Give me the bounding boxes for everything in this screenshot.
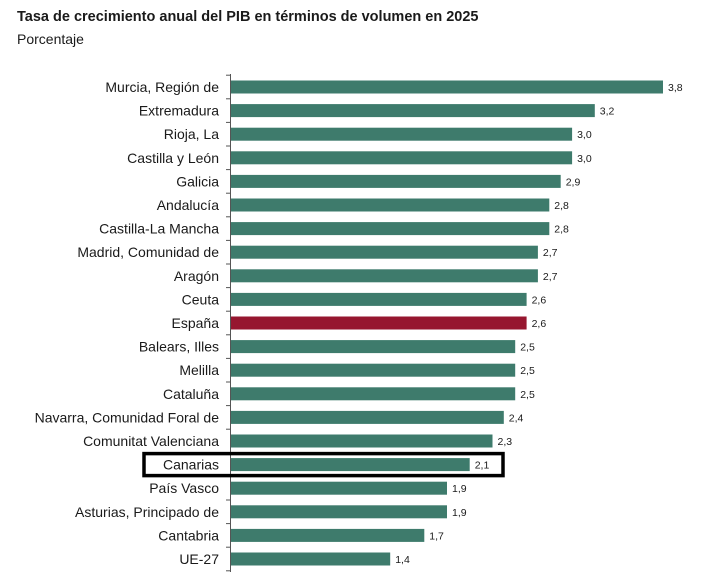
category-label-pais-vasco: País Vasco bbox=[149, 480, 219, 496]
bar-cataluna bbox=[231, 387, 516, 401]
highlight-outline-box bbox=[142, 451, 505, 478]
value-label-balears-illes: 2,5 bbox=[520, 342, 535, 354]
category-label-castilla-y-leon: Castilla y León bbox=[127, 150, 219, 166]
value-label-cataluna: 2,5 bbox=[520, 389, 535, 401]
chart-subtitle: Porcentaje bbox=[17, 31, 84, 47]
category-label-asturias-principado-de: Asturias, Principado de bbox=[75, 504, 219, 520]
value-label-canarias: 2,1 bbox=[475, 460, 490, 472]
bar-andalucia bbox=[231, 198, 550, 212]
category-label-cantabria: Cantabria bbox=[158, 527, 219, 543]
category-label-comunitat-valenciana: Comunitat Valenciana bbox=[83, 433, 219, 449]
category-label-balears-illes: Balears, Illes bbox=[139, 339, 219, 355]
bar-navarra-comunidad-foral-de bbox=[231, 410, 504, 424]
value-label-andalucia: 2,8 bbox=[554, 200, 569, 212]
bar-aragon bbox=[231, 269, 538, 283]
value-label-murcia-region-de: 3,8 bbox=[668, 82, 683, 94]
value-label-navarra-comunidad-foral-de: 2,4 bbox=[509, 412, 524, 424]
bar-murcia-region-de bbox=[231, 80, 663, 94]
value-label-madrid-comunidad-de: 2,7 bbox=[543, 247, 558, 259]
value-label-comunitat-valenciana: 2,3 bbox=[498, 436, 513, 448]
bar-pais-vasco bbox=[231, 481, 447, 495]
bar-extremadura bbox=[231, 104, 595, 118]
category-label-aragon: Aragón bbox=[174, 268, 219, 284]
value-label-ceuta: 2,6 bbox=[532, 294, 547, 306]
bar-galicia bbox=[231, 174, 561, 188]
labels-layer: 3,8 Murcia, Región de 3,2 Extremadura 3,0 Rio… bbox=[35, 79, 683, 567]
category-label-galicia: Galicia bbox=[176, 173, 219, 189]
category-label-cataluna: Cataluña bbox=[163, 386, 219, 402]
bar-comunitat-valenciana bbox=[231, 434, 493, 448]
value-label-galicia: 2,9 bbox=[566, 176, 581, 188]
category-label-murcia-region-de: Murcia, Región de bbox=[105, 79, 219, 95]
category-label-rioja-la: Rioja, La bbox=[164, 126, 219, 142]
value-label-castilla-y-leon: 3,0 bbox=[577, 153, 592, 165]
bar-espana bbox=[231, 316, 527, 330]
category-label-extremadura: Extremadura bbox=[139, 103, 219, 119]
value-label-castilla-la-mancha: 2,8 bbox=[554, 224, 569, 236]
category-label-castilla-la-mancha: Castilla-La Mancha bbox=[99, 221, 219, 237]
bar-balears-illes bbox=[231, 340, 516, 354]
value-label-pais-vasco: 1,9 bbox=[452, 483, 467, 495]
value-label-melilla: 2,5 bbox=[520, 365, 535, 377]
bar-rioja-la bbox=[231, 127, 573, 141]
category-label-madrid-comunidad-de: Madrid, Comunidad de bbox=[77, 244, 219, 260]
bar-canarias bbox=[231, 458, 470, 472]
category-label-ue-27: UE-27 bbox=[179, 551, 219, 567]
category-label-espana: España bbox=[172, 315, 220, 331]
category-label-ceuta: Ceuta bbox=[182, 291, 220, 307]
bars-layer bbox=[231, 80, 663, 566]
value-label-aragon: 2,7 bbox=[543, 271, 558, 283]
value-label-extremadura: 3,2 bbox=[600, 106, 615, 118]
category-label-canarias: Canarias bbox=[163, 457, 219, 473]
bar-castilla-la-mancha bbox=[231, 222, 550, 236]
category-label-navarra-comunidad-foral-de: Navarra, Comunidad Foral de bbox=[35, 409, 220, 425]
value-label-espana: 2,6 bbox=[532, 318, 547, 330]
value-label-cantabria: 1,7 bbox=[429, 530, 444, 542]
category-label-andalucia: Andalucía bbox=[157, 197, 219, 213]
bar-castilla-y-leon bbox=[231, 151, 573, 165]
bar-madrid-comunidad-de bbox=[231, 245, 538, 259]
bar-cantabria bbox=[231, 528, 425, 542]
bar-ceuta bbox=[231, 292, 527, 306]
chart-title: Tasa de crecimiento anual del PIB en tér… bbox=[17, 9, 479, 25]
bar-ue-27 bbox=[231, 552, 391, 566]
category-label-melilla: Melilla bbox=[179, 362, 219, 378]
bar-melilla bbox=[231, 363, 516, 377]
value-label-rioja-la: 3,0 bbox=[577, 129, 592, 141]
value-label-ue-27: 1,4 bbox=[395, 554, 410, 566]
bar-asturias-principado-de bbox=[231, 505, 447, 519]
value-label-asturias-principado-de: 1,9 bbox=[452, 507, 467, 519]
